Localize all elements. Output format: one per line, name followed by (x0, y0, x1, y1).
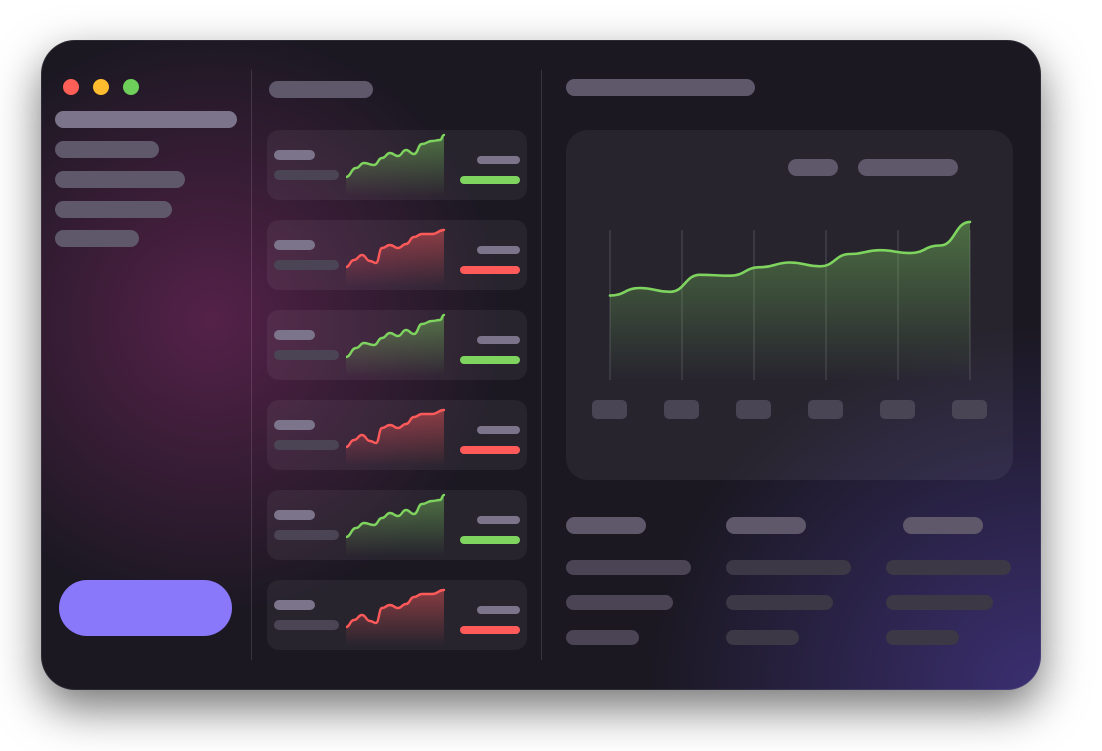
watchlist-card[interactable] (267, 400, 527, 470)
asset-change-badge (460, 356, 520, 364)
asset-name (274, 330, 315, 340)
minimize-window-button[interactable] (93, 79, 109, 95)
watchlist-card[interactable] (267, 130, 527, 200)
table-cell (726, 630, 799, 645)
sparkline-line (346, 228, 446, 269)
table-cell (726, 560, 851, 575)
x-tick-label (664, 400, 699, 419)
sparkline-line (346, 133, 446, 179)
table-header-2 (726, 517, 806, 534)
sparkline-area (346, 590, 444, 646)
asset-name (274, 510, 315, 520)
watchlist-card[interactable] (267, 580, 527, 650)
close-window-button[interactable] (63, 79, 79, 95)
sparkline-line (346, 313, 446, 359)
chart-range-button[interactable] (788, 159, 838, 176)
x-tick-label (592, 400, 627, 419)
chart-panel (566, 130, 1013, 480)
asset-subtitle (274, 350, 339, 360)
table-header-3 (903, 517, 983, 534)
asset-change-badge (460, 446, 520, 454)
asset-change-badge (460, 176, 520, 184)
sparkline (346, 313, 446, 376)
chart-line (608, 220, 972, 297)
sparkline-line (346, 493, 446, 539)
asset-name (274, 240, 315, 250)
sparkline-area (346, 230, 444, 286)
sparkline (346, 493, 446, 556)
watchlist-divider (541, 70, 542, 660)
sidebar-item-2[interactable] (55, 141, 159, 158)
x-tick-label (880, 400, 915, 419)
asset-change-badge (460, 626, 520, 634)
table-cell (566, 630, 639, 645)
asset-change-badge (460, 536, 520, 544)
sparkline-line (346, 588, 446, 629)
table-cell (566, 560, 691, 575)
sidebar-item-4[interactable] (55, 201, 172, 218)
asset-value (477, 426, 520, 434)
sidebar-item-1[interactable] (55, 111, 237, 128)
sparkline (346, 133, 446, 196)
asset-value (477, 336, 520, 344)
sparkline-line (346, 408, 446, 449)
asset-subtitle (274, 440, 339, 450)
asset-value (477, 246, 520, 254)
table-cell (726, 595, 833, 610)
x-tick-label (808, 400, 843, 419)
sparkline (346, 228, 446, 286)
chart-area (610, 221, 970, 380)
chart-options-button[interactable] (858, 159, 958, 176)
detail-title (566, 79, 755, 96)
asset-name (274, 150, 315, 160)
asset-subtitle (274, 530, 339, 540)
watchlist-title (269, 81, 373, 98)
table-header-1 (566, 517, 646, 534)
table-cell (886, 560, 1011, 575)
asset-name (274, 600, 315, 610)
sparkline-area (346, 495, 444, 556)
asset-value (477, 156, 520, 164)
asset-subtitle (274, 620, 339, 630)
sparkline (346, 588, 446, 646)
sparkline-area (346, 135, 444, 196)
asset-value (477, 516, 520, 524)
asset-name (274, 420, 315, 430)
x-tick-label (952, 400, 987, 419)
watchlist-card[interactable] (267, 490, 527, 560)
x-tick-label (736, 400, 771, 419)
sidebar-item-3[interactable] (55, 171, 185, 188)
table-cell (566, 595, 673, 610)
primary-action-button[interactable] (59, 580, 232, 636)
sparkline-area (346, 315, 444, 376)
asset-subtitle (274, 170, 339, 180)
app-window (41, 40, 1041, 690)
asset-value (477, 606, 520, 614)
sparkline (346, 408, 446, 466)
table-cell (886, 595, 993, 610)
zoom-window-button[interactable] (123, 79, 139, 95)
price-chart (608, 220, 972, 380)
table-cell (886, 630, 959, 645)
watchlist-card[interactable] (267, 310, 527, 380)
asset-change-badge (460, 266, 520, 274)
asset-subtitle (274, 260, 339, 270)
sidebar-item-5[interactable] (55, 230, 139, 247)
watchlist-card[interactable] (267, 220, 527, 290)
sidebar-divider (251, 70, 252, 660)
sparkline-area (346, 410, 444, 466)
